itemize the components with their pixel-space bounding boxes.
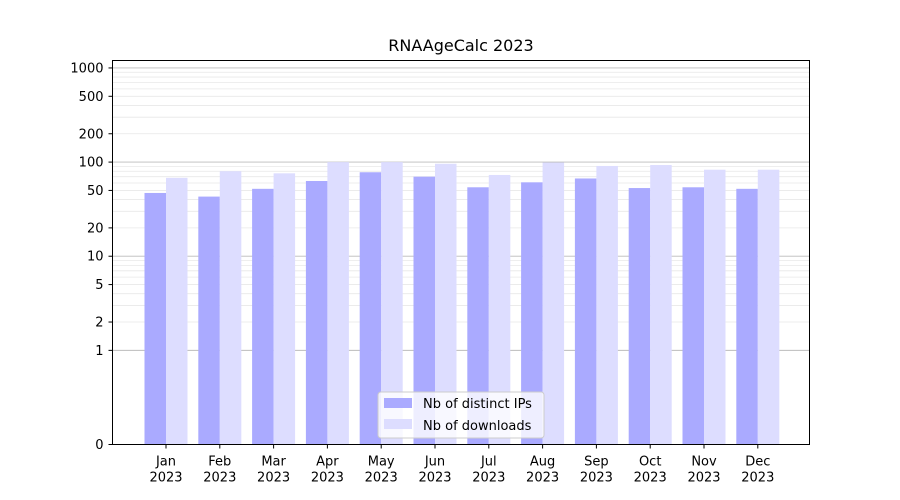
x-tick-label-month: Sep [584, 455, 609, 470]
y-tick-label: 5 [95, 278, 103, 293]
legend-swatch-downloads [384, 419, 412, 429]
bar-distinct-ips [198, 196, 220, 445]
y-tick-label: 2 [95, 316, 103, 331]
y-tick-label: 500 [79, 90, 104, 105]
bar-distinct-ips [628, 188, 651, 445]
x-tick-label-year: 2023 [526, 471, 559, 486]
chart-title: RNAAgeCalc 2023 [388, 36, 533, 55]
x-tick-label-year: 2023 [149, 471, 182, 486]
bar-downloads [704, 169, 726, 445]
x-tick-label-month: Nov [691, 455, 717, 470]
bar-distinct-ips [359, 172, 382, 445]
bar-downloads [273, 173, 296, 445]
legend-label-downloads: Nb of downloads [423, 419, 532, 434]
legend: Nb of distinct IPs Nb of downloads [377, 391, 545, 439]
bar-layer [144, 162, 780, 445]
x-tick-label-year: 2023 [418, 471, 451, 486]
x-tick-label-month: May [368, 455, 395, 470]
bar-downloads [327, 162, 349, 445]
bar-distinct-ips [682, 187, 704, 445]
y-tick-label: 1 [95, 344, 103, 359]
bar-downloads [596, 165, 618, 445]
bar-distinct-ips [413, 176, 435, 445]
bar-distinct-ips [521, 182, 543, 445]
bar-distinct-ips [252, 188, 274, 445]
bar-distinct-ips [305, 180, 328, 445]
bar-distinct-ips [467, 187, 489, 445]
bar-downloads [219, 171, 242, 445]
bar-distinct-ips [574, 178, 597, 445]
tick-layer: Jan2023Feb2023Mar2023Apr2023May2023Jun20… [70, 61, 774, 485]
y-tick-label: 1000 [70, 61, 103, 76]
x-tick-label-year: 2023 [634, 471, 667, 486]
bar-downloads [166, 177, 188, 445]
x-tick-label-year: 2023 [472, 471, 505, 486]
y-tick-label: 10 [87, 250, 104, 265]
y-tick-label: 100 [79, 156, 104, 171]
x-tick-label-month: Dec [745, 455, 770, 470]
legend-swatch-ips [384, 398, 412, 408]
bar-downloads [650, 165, 672, 445]
y-tick-label: 20 [87, 221, 104, 236]
x-tick-label-month: Feb [208, 455, 231, 470]
x-tick-label-month: Apr [316, 455, 339, 470]
bar-downloads [381, 162, 403, 445]
y-tick-label: 200 [79, 127, 104, 142]
x-tick-label-year: 2023 [580, 471, 613, 486]
x-tick-label-year: 2023 [365, 471, 398, 486]
x-tick-label-year: 2023 [257, 471, 290, 486]
bar-downloads [542, 162, 565, 445]
legend-box [377, 391, 545, 439]
legend-label-ips: Nb of distinct IPs [423, 397, 532, 412]
bar-distinct-ips [144, 192, 166, 445]
bar-distinct-ips [736, 188, 758, 445]
y-tick-label: 50 [87, 184, 104, 199]
x-tick-label-month: Oct [639, 455, 661, 470]
x-tick-label-month: Jun [424, 455, 445, 470]
bar-downloads [757, 169, 780, 445]
bar-downloads [488, 174, 511, 445]
bar-downloads [435, 163, 457, 445]
x-tick-label-year: 2023 [311, 471, 344, 486]
x-tick-label-month: Jul [480, 455, 497, 470]
x-tick-label-month: Mar [261, 455, 286, 470]
plot-frame [112, 60, 810, 445]
x-tick-label-year: 2023 [741, 471, 774, 486]
x-tick-label-year: 2023 [687, 471, 720, 486]
y-tick-label: 0 [95, 438, 103, 453]
x-tick-label-month: Aug [530, 455, 555, 470]
x-tick-label-month: Jan [155, 455, 176, 470]
x-tick-label-year: 2023 [203, 471, 236, 486]
